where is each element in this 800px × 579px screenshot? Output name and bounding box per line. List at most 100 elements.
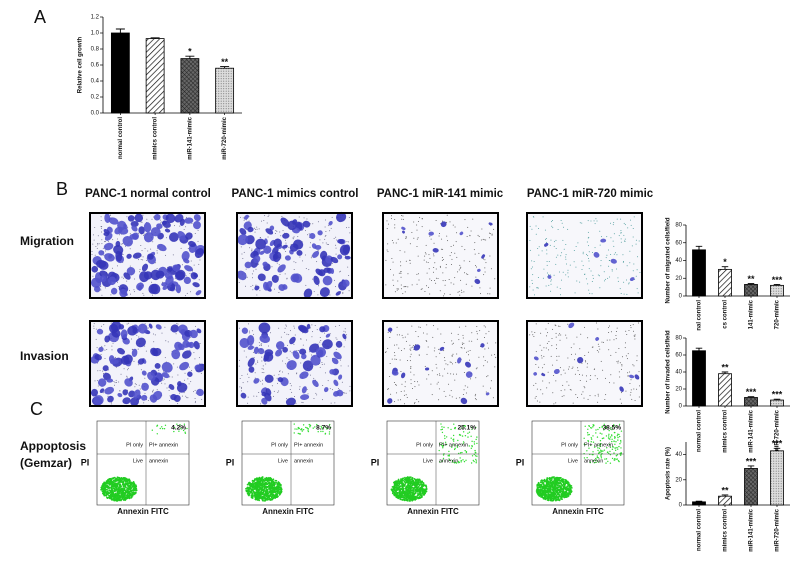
pore: [435, 277, 437, 279]
pore: [488, 237, 490, 239]
event: [252, 481, 254, 484]
event: [161, 427, 164, 430]
pore: [450, 332, 452, 334]
pore: [409, 360, 411, 362]
pore: [619, 376, 621, 378]
y-axis-label: PI: [81, 457, 90, 467]
cell: [240, 392, 247, 399]
pore: [267, 345, 269, 347]
pore: [560, 374, 562, 376]
pore: [426, 353, 428, 355]
event: [274, 497, 277, 499]
event: [179, 424, 181, 426]
pore: [567, 269, 569, 271]
pore: [608, 327, 610, 329]
pore: [394, 401, 396, 403]
pore: [95, 246, 97, 248]
event: [453, 462, 456, 464]
pore: [475, 393, 477, 395]
pore: [311, 331, 313, 333]
pore: [443, 357, 445, 359]
event: [324, 433, 326, 435]
pore: [621, 356, 623, 358]
pore: [121, 276, 123, 278]
pore: [414, 380, 416, 382]
cell: [184, 217, 194, 224]
pore: [166, 237, 168, 239]
micrograph-bg: [383, 213, 498, 298]
pore: [403, 390, 405, 392]
pore: [558, 355, 560, 357]
pore: [449, 221, 451, 223]
pore: [284, 327, 286, 329]
pore: [263, 219, 265, 221]
event: [443, 435, 446, 437]
pore: [484, 267, 486, 269]
pore: [100, 289, 102, 291]
event: [123, 497, 126, 500]
pore: [137, 364, 139, 366]
pore: [144, 392, 146, 394]
pore: [574, 373, 576, 375]
pore: [559, 333, 561, 335]
cell: [174, 341, 183, 351]
pore: [529, 249, 531, 251]
cell: [344, 255, 351, 260]
pore: [401, 334, 403, 336]
pore: [490, 380, 492, 382]
event: [126, 479, 129, 481]
event: [473, 443, 476, 445]
pore: [620, 293, 622, 295]
pore: [241, 374, 243, 376]
pore: [466, 236, 468, 238]
pore: [255, 363, 257, 365]
pore: [127, 369, 129, 371]
pore: [439, 352, 441, 354]
pore: [335, 236, 337, 238]
pore: [311, 324, 313, 326]
pore: [475, 399, 477, 401]
pore: [630, 219, 632, 221]
pore: [247, 396, 249, 398]
pore: [442, 280, 444, 282]
micrograph: [526, 320, 643, 407]
pore: [311, 354, 313, 356]
event: [121, 483, 124, 486]
pore: [587, 337, 589, 339]
pore: [599, 275, 601, 277]
event: [405, 491, 408, 494]
event: [565, 490, 568, 493]
event: [265, 477, 267, 480]
pore: [537, 247, 539, 249]
pore: [591, 293, 593, 295]
event: [415, 485, 417, 488]
event: [278, 492, 281, 495]
panel-letter: C: [30, 399, 43, 419]
event: [275, 486, 277, 489]
pore: [529, 334, 531, 336]
cell: [189, 329, 198, 339]
pore: [387, 332, 389, 334]
event: [321, 428, 324, 430]
pore: [638, 240, 640, 242]
pore: [615, 338, 617, 340]
pore: [309, 374, 311, 376]
pore: [264, 215, 266, 217]
pore: [567, 276, 569, 278]
event: [411, 489, 414, 492]
event: [261, 476, 264, 478]
pore: [343, 346, 345, 348]
pore: [412, 345, 414, 347]
pore: [616, 218, 618, 220]
pore: [278, 276, 280, 278]
event: [253, 479, 256, 482]
pore: [546, 272, 548, 274]
cell: [262, 261, 268, 267]
event: [415, 489, 418, 492]
pore: [478, 236, 480, 238]
pore: [297, 236, 299, 238]
pore: [255, 284, 257, 286]
pore: [419, 326, 421, 328]
event: [407, 497, 410, 500]
cell: [130, 221, 139, 227]
